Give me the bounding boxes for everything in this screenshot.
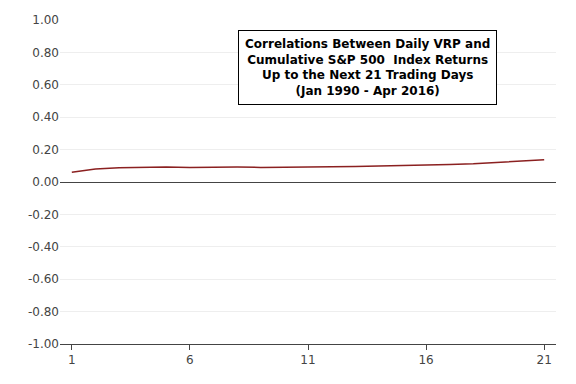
svg-text:11: 11	[300, 353, 315, 367]
svg-text:16: 16	[418, 353, 433, 367]
svg-text:-0.40: -0.40	[28, 240, 59, 254]
svg-text:1: 1	[68, 353, 76, 367]
svg-text:0.40: 0.40	[32, 110, 59, 124]
svg-text:Correlations Between Daily VRP: Correlations Between Daily VRP andCumula…	[245, 37, 490, 98]
svg-text:0.80: 0.80	[32, 46, 59, 60]
svg-text:0.60: 0.60	[32, 78, 59, 92]
svg-text:0.00: 0.00	[32, 175, 59, 189]
svg-text:-0.20: -0.20	[28, 208, 59, 222]
svg-text:-0.80: -0.80	[28, 305, 59, 319]
svg-text:21: 21	[537, 353, 552, 367]
svg-text:1.00: 1.00	[32, 13, 59, 27]
svg-text:0.20: 0.20	[32, 143, 59, 157]
svg-text:-0.60: -0.60	[28, 272, 59, 286]
svg-text:6: 6	[186, 353, 194, 367]
svg-text:-1.00: -1.00	[28, 337, 59, 351]
